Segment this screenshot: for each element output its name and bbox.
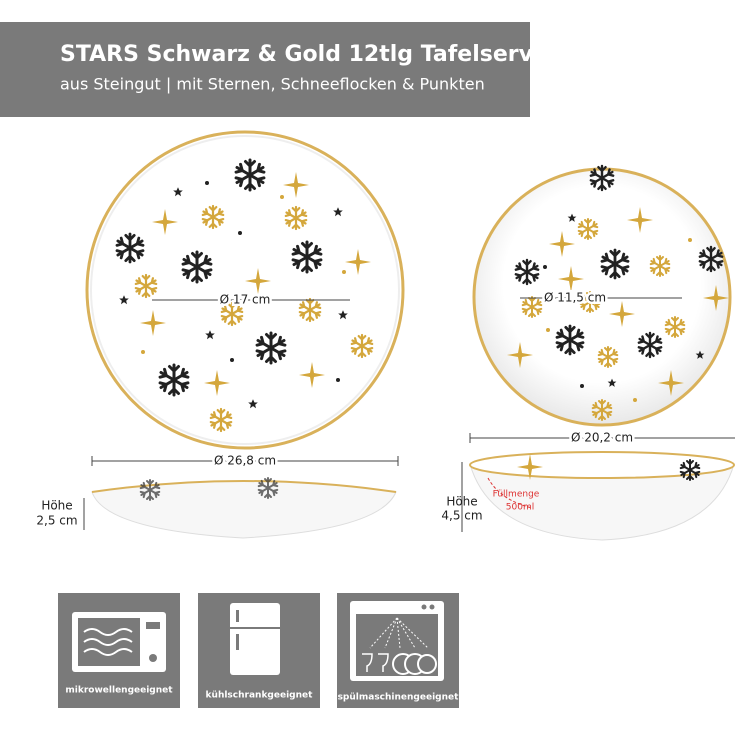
icon-dishwasher: spülmaschinengeeignet [337,593,459,708]
plate-height: 2,5 cm [36,514,77,528]
bowl-outer-diameter: Ø 20,2 cm [571,431,633,445]
dot [280,195,284,199]
icon-label: spülmaschinengeeignet [338,693,460,703]
dot [336,378,340,382]
dot [342,270,346,274]
plate-outer-diameter: Ø 26,8 cm [214,454,276,468]
capacity-label: Füllmenge [493,490,540,500]
bowl-side [469,463,735,541]
subtitle: aus Steingut | mit Sternen, Schneeflocke… [60,75,485,94]
icon-label: mikrowellengeeignet [65,686,173,696]
plate-side-rim [91,480,397,493]
title: STARS Schwarz & Gold 12tlg Tafelservice [60,42,568,67]
plate-decoration [116,160,373,431]
bowl-height: 4,5 cm [441,509,482,523]
dot [633,398,637,402]
plate-height-label: Höhe [41,499,72,513]
dot [543,265,547,269]
bowl-inner-diameter: Ø 11,5 cm [544,291,606,305]
header-box [0,22,530,117]
plate-inner-diameter: Ø 17 cm [220,293,271,307]
plate-rim [90,135,400,445]
dot [580,384,584,388]
icon-fridge: kühlschrankgeeignet [198,593,320,708]
icon-label: kühlschrankgeeignet [206,691,314,701]
dot [688,238,692,242]
capacity: 500ml [506,503,534,513]
fill-line [487,477,533,509]
bowl-side-rim [469,451,735,479]
dot [230,358,234,362]
dot [205,181,209,185]
bowl-decoration [507,166,729,420]
plate-side [91,480,397,539]
dot [546,328,550,332]
dot [238,231,242,235]
dot [141,350,145,354]
bowl-height-label: Höhe [446,495,477,509]
icon-microwave: mikrowellengeeignet [58,593,180,708]
